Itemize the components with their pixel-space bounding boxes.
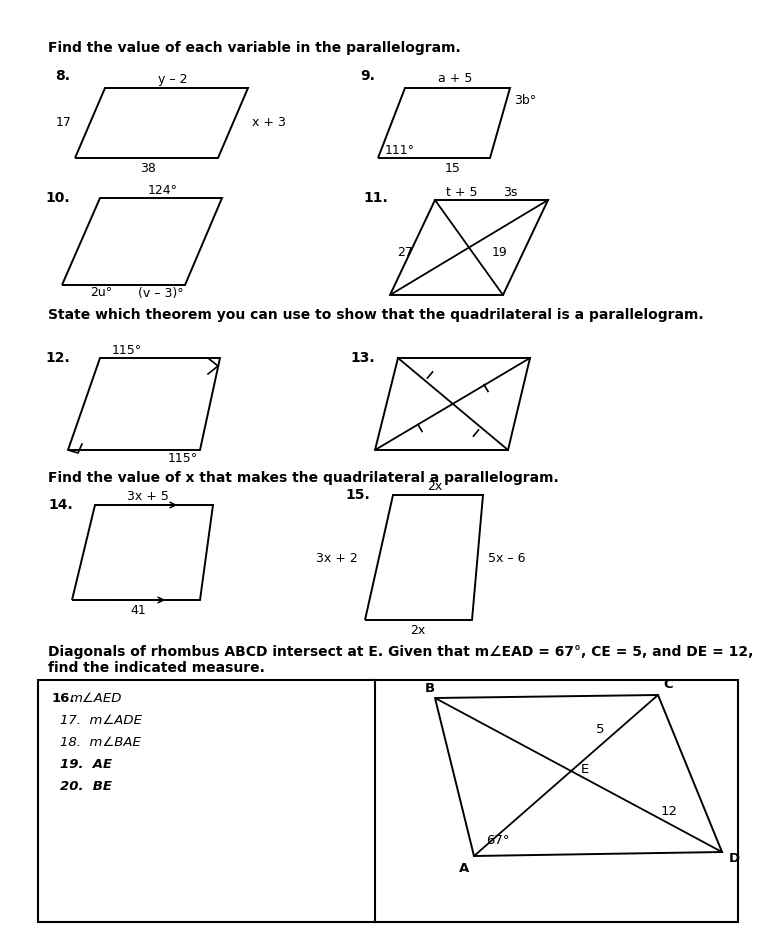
Text: E: E	[581, 763, 589, 776]
Text: 17: 17	[57, 115, 72, 128]
Text: 20.  BE: 20. BE	[60, 780, 112, 793]
Text: 2x: 2x	[427, 480, 443, 493]
Text: 5x – 6: 5x – 6	[488, 551, 526, 565]
Text: C: C	[663, 679, 673, 692]
Text: 27: 27	[397, 246, 413, 260]
Text: m∠AED: m∠AED	[70, 692, 122, 704]
Text: 9.: 9.	[360, 69, 375, 83]
Text: 19: 19	[492, 246, 508, 260]
Text: 115°: 115°	[112, 344, 142, 357]
Text: 12: 12	[660, 805, 677, 818]
Text: 3b°: 3b°	[514, 93, 536, 107]
Text: 8.: 8.	[55, 69, 70, 83]
Text: (v – 3)°: (v – 3)°	[138, 286, 183, 299]
Text: 124°: 124°	[148, 183, 178, 196]
Text: 18.  m∠BAE: 18. m∠BAE	[60, 735, 141, 749]
Text: 16.: 16.	[52, 692, 76, 704]
Text: 38: 38	[140, 161, 156, 175]
Text: x + 3: x + 3	[252, 115, 286, 128]
Text: 11.: 11.	[363, 191, 388, 205]
Text: 3x + 5: 3x + 5	[127, 490, 169, 502]
Text: 19.  AE: 19. AE	[60, 757, 112, 770]
Text: Find the value of each variable in the parallelogram.: Find the value of each variable in the p…	[48, 41, 461, 55]
Text: Find the value of x that makes the quadrilateral a parallelogram.: Find the value of x that makes the quadr…	[48, 471, 559, 485]
Text: 3s: 3s	[503, 186, 517, 198]
Text: 2x: 2x	[410, 623, 426, 636]
Text: 111°: 111°	[385, 143, 415, 157]
Text: B: B	[425, 682, 435, 695]
Text: 14.: 14.	[48, 498, 73, 512]
Text: find the indicated measure.: find the indicated measure.	[48, 661, 265, 675]
Text: 12.: 12.	[45, 351, 70, 365]
Text: a + 5: a + 5	[438, 73, 472, 86]
Text: 2u°: 2u°	[90, 286, 112, 299]
Text: 15: 15	[445, 161, 461, 175]
Text: 5: 5	[596, 722, 604, 735]
Text: D: D	[728, 851, 740, 865]
Text: 67°: 67°	[486, 834, 509, 848]
Text: 3x + 2: 3x + 2	[317, 551, 358, 565]
Text: State which theorem you can use to show that the quadrilateral is a parallelogra: State which theorem you can use to show …	[48, 308, 704, 322]
Text: 17.  m∠ADE: 17. m∠ADE	[60, 714, 142, 727]
Text: t + 5: t + 5	[447, 186, 478, 198]
Text: A: A	[459, 862, 469, 874]
Text: y – 2: y – 2	[158, 73, 188, 86]
Text: 10.: 10.	[45, 191, 70, 205]
Text: 115°: 115°	[168, 451, 198, 464]
Text: Diagonals of rhombus ABCD intersect at E. Given that m∠EAD = 67°, CE = 5, and DE: Diagonals of rhombus ABCD intersect at E…	[48, 645, 753, 659]
Text: 15.: 15.	[345, 488, 370, 502]
Text: 13.: 13.	[350, 351, 375, 365]
Text: 41: 41	[130, 603, 146, 616]
